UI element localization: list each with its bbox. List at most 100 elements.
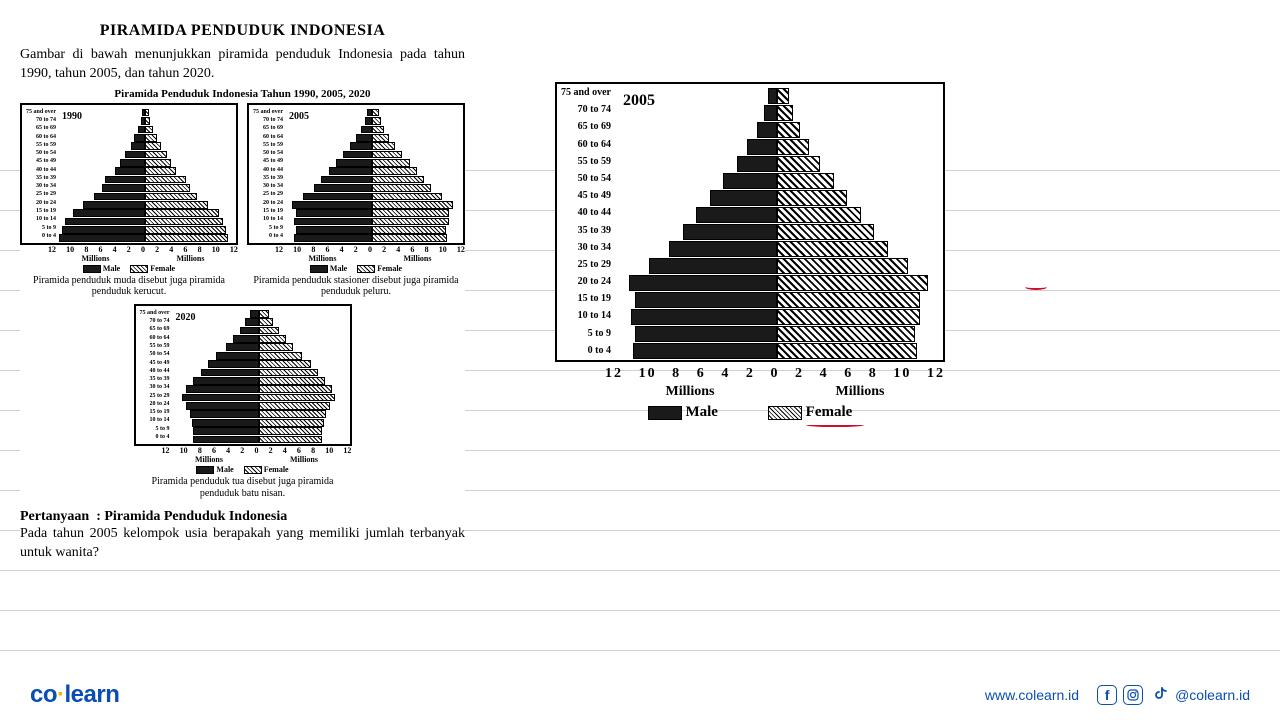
bar-female bbox=[777, 105, 793, 121]
pyramid-row bbox=[285, 218, 459, 226]
pyramid-row bbox=[285, 167, 459, 175]
bar-female bbox=[259, 310, 270, 318]
bar-male bbox=[350, 142, 372, 150]
pyramid-row bbox=[58, 176, 232, 184]
bar-female bbox=[259, 402, 330, 410]
bar-female bbox=[145, 201, 208, 209]
bar-female bbox=[777, 309, 920, 325]
chart-legend: Male Female bbox=[555, 404, 945, 421]
bar-male bbox=[59, 234, 145, 242]
bar-female bbox=[145, 167, 176, 175]
bar-male bbox=[356, 134, 372, 142]
pyramid-row bbox=[285, 209, 459, 217]
bar-male bbox=[125, 151, 145, 159]
bar-female bbox=[259, 327, 279, 335]
pyramid-row bbox=[58, 126, 232, 134]
pyramid-row bbox=[172, 377, 346, 385]
bars-area: 2020 bbox=[172, 310, 346, 440]
bar-female bbox=[777, 207, 861, 223]
pyramid-row bbox=[58, 117, 232, 125]
bar-male bbox=[723, 173, 777, 189]
bar-male bbox=[669, 241, 777, 257]
pyramid-row bbox=[58, 209, 232, 217]
small-charts-row-1: 75 and over70 to 7465 to 6960 to 6455 to… bbox=[20, 103, 465, 298]
bar-female bbox=[372, 209, 449, 217]
legend-swatch-male bbox=[196, 466, 214, 474]
pyramid-row bbox=[172, 327, 346, 335]
bar-male bbox=[296, 226, 372, 234]
pyramid-row bbox=[285, 134, 459, 142]
bar-male bbox=[182, 394, 258, 402]
bar-male bbox=[649, 258, 777, 274]
bar-male bbox=[193, 436, 258, 444]
legend-swatch-female bbox=[357, 265, 375, 273]
x-axis-units: MillionsMillions bbox=[247, 254, 465, 263]
legend-label-male: Male bbox=[685, 404, 717, 420]
bar-female bbox=[145, 151, 167, 159]
bar-male bbox=[233, 335, 258, 343]
legend-label-female: Female bbox=[806, 404, 853, 420]
subchart-group-title: Piramida Penduduk Indonesia Tahun 1990, … bbox=[20, 88, 465, 100]
bar-female bbox=[259, 385, 333, 393]
bar-female bbox=[145, 218, 223, 226]
bar-female bbox=[372, 184, 431, 192]
bar-male bbox=[216, 352, 258, 360]
pyramid-row bbox=[615, 207, 939, 223]
bars-area: 2005 bbox=[615, 88, 939, 356]
legend-label-female: Female bbox=[377, 264, 402, 273]
bar-male bbox=[120, 159, 145, 167]
legend-label-male: Male bbox=[330, 264, 347, 273]
bar-male bbox=[186, 402, 259, 410]
bar-female bbox=[777, 190, 847, 206]
bar-female bbox=[259, 410, 326, 418]
bar-male bbox=[294, 234, 372, 242]
x-axis-units: MillionsMillions bbox=[20, 254, 238, 263]
bar-female bbox=[372, 142, 395, 150]
pyramid-row bbox=[172, 402, 346, 410]
chart-year-label: 2020 bbox=[176, 312, 196, 323]
bar-male bbox=[250, 310, 259, 318]
pyramid-row bbox=[172, 343, 346, 351]
pyramid-row bbox=[58, 201, 232, 209]
bar-female bbox=[145, 184, 190, 192]
bar-female bbox=[777, 88, 789, 104]
pyramid-row bbox=[615, 173, 939, 189]
bar-male bbox=[201, 369, 259, 377]
pyramid-row bbox=[58, 159, 232, 167]
bar-male bbox=[294, 218, 372, 226]
bar-female bbox=[259, 436, 323, 444]
pyramid-row bbox=[58, 193, 232, 201]
bar-female bbox=[372, 226, 446, 234]
x-axis-ticks: 12108642024681012 bbox=[555, 366, 945, 382]
bar-female bbox=[372, 159, 410, 167]
bar-male bbox=[365, 117, 372, 125]
pyramid-row bbox=[172, 394, 346, 402]
bar-female bbox=[372, 126, 384, 134]
bar-female bbox=[145, 209, 219, 217]
bar-male bbox=[240, 327, 258, 335]
chart-1990-caption: Piramida penduduk muda disebut juga pira… bbox=[20, 275, 238, 298]
pyramid-row bbox=[58, 109, 232, 117]
pyramid-row bbox=[615, 292, 939, 308]
instagram-icon bbox=[1123, 685, 1143, 705]
pyramid-row bbox=[285, 126, 459, 134]
bar-male bbox=[193, 427, 258, 435]
bar-female bbox=[145, 159, 171, 167]
bar-female bbox=[259, 343, 294, 351]
bar-male bbox=[635, 292, 777, 308]
pyramid-row bbox=[172, 335, 346, 343]
pyramid-row bbox=[285, 201, 459, 209]
pyramid-row bbox=[58, 167, 232, 175]
bar-male bbox=[764, 105, 778, 121]
bar-male bbox=[631, 309, 777, 325]
bar-female bbox=[145, 109, 149, 117]
pyramid-row bbox=[172, 436, 346, 444]
pyramid-row bbox=[58, 218, 232, 226]
bar-male bbox=[134, 134, 145, 142]
pyramid-chart: 75 and over70 to 7465 to 6960 to 6455 to… bbox=[134, 304, 352, 446]
chart-year-label: 2005 bbox=[289, 111, 309, 122]
pyramid-chart: 75 and over70 to 7465 to 6960 to 6455 to… bbox=[20, 103, 238, 245]
intro-text: Gambar di bawah menunjukkan piramida pen… bbox=[20, 46, 465, 84]
bar-female bbox=[372, 151, 402, 159]
x-axis-units: MillionsMillions bbox=[134, 455, 352, 464]
